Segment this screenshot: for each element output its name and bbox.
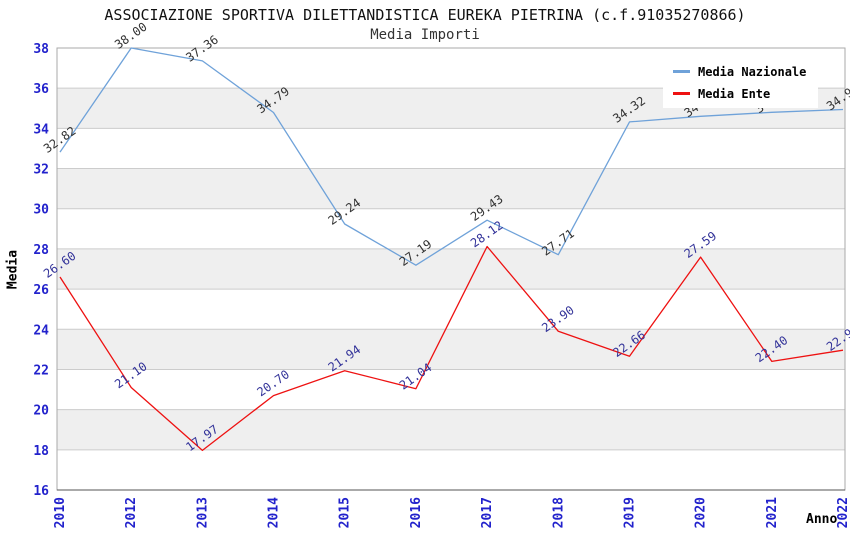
- legend-item: Media Ente: [673, 85, 806, 102]
- chart-subtitle: Media Importi: [370, 27, 480, 43]
- data-point-label: 38.00: [112, 20, 150, 52]
- y-tick-label: 38: [33, 42, 49, 57]
- x-tick-label: 2010: [53, 497, 68, 528]
- x-tick-label: 2017: [480, 497, 495, 528]
- x-tick-label: 2022: [836, 497, 850, 528]
- y-tick-label: 20: [33, 404, 49, 419]
- x-axis-title: Anno: [806, 512, 838, 527]
- legend: Media Nazionale Media Ente: [663, 57, 819, 108]
- y-tick-label: 34: [33, 122, 49, 137]
- y-tick-label: 22: [33, 363, 49, 378]
- x-tick-label: 2016: [409, 497, 424, 528]
- y-tick-label: 24: [33, 323, 49, 338]
- data-point-label: 20.70: [254, 367, 292, 399]
- background-band: [57, 248, 845, 290]
- x-tick-label: 2020: [694, 497, 709, 528]
- series-line-media-nazionale: [59, 47, 844, 266]
- data-point-label: 37.36: [183, 32, 221, 64]
- legend-item-label: Media Nazionale: [698, 64, 807, 79]
- y-axis-title: Media: [5, 249, 21, 290]
- y-tick-label: 26: [33, 283, 49, 298]
- legend-item: Media Nazionale: [673, 63, 806, 80]
- x-tick-label: 2012: [124, 497, 139, 528]
- background-band: [57, 409, 845, 450]
- background-band: [57, 329, 845, 370]
- x-tick-label: 2021: [765, 497, 780, 528]
- legend-swatch-icon: [673, 92, 690, 95]
- data-point-label: 28.12: [468, 218, 506, 250]
- y-tick-label: 32: [33, 163, 49, 178]
- x-tick-label: 2015: [338, 497, 353, 528]
- legend-item-label: Media Ente: [698, 86, 771, 101]
- y-tick-label: 18: [33, 444, 49, 459]
- x-tick-label: 2018: [551, 497, 566, 528]
- y-tick-label: 28: [33, 243, 49, 258]
- x-tick-label: 2013: [195, 497, 210, 528]
- chart-title: ASSOCIAZIONE SPORTIVA DILETTANDISTICA EU…: [104, 6, 746, 24]
- legend-swatch-icon: [673, 70, 690, 73]
- series-line-media-ente: [59, 245, 844, 452]
- x-tick-label: 2019: [622, 497, 637, 528]
- x-tick-label: 2014: [267, 497, 282, 528]
- y-tick-label: 36: [33, 82, 49, 97]
- y-tick-label: 16: [33, 484, 49, 499]
- y-tick-label: 30: [33, 203, 49, 218]
- background-band: [57, 168, 845, 209]
